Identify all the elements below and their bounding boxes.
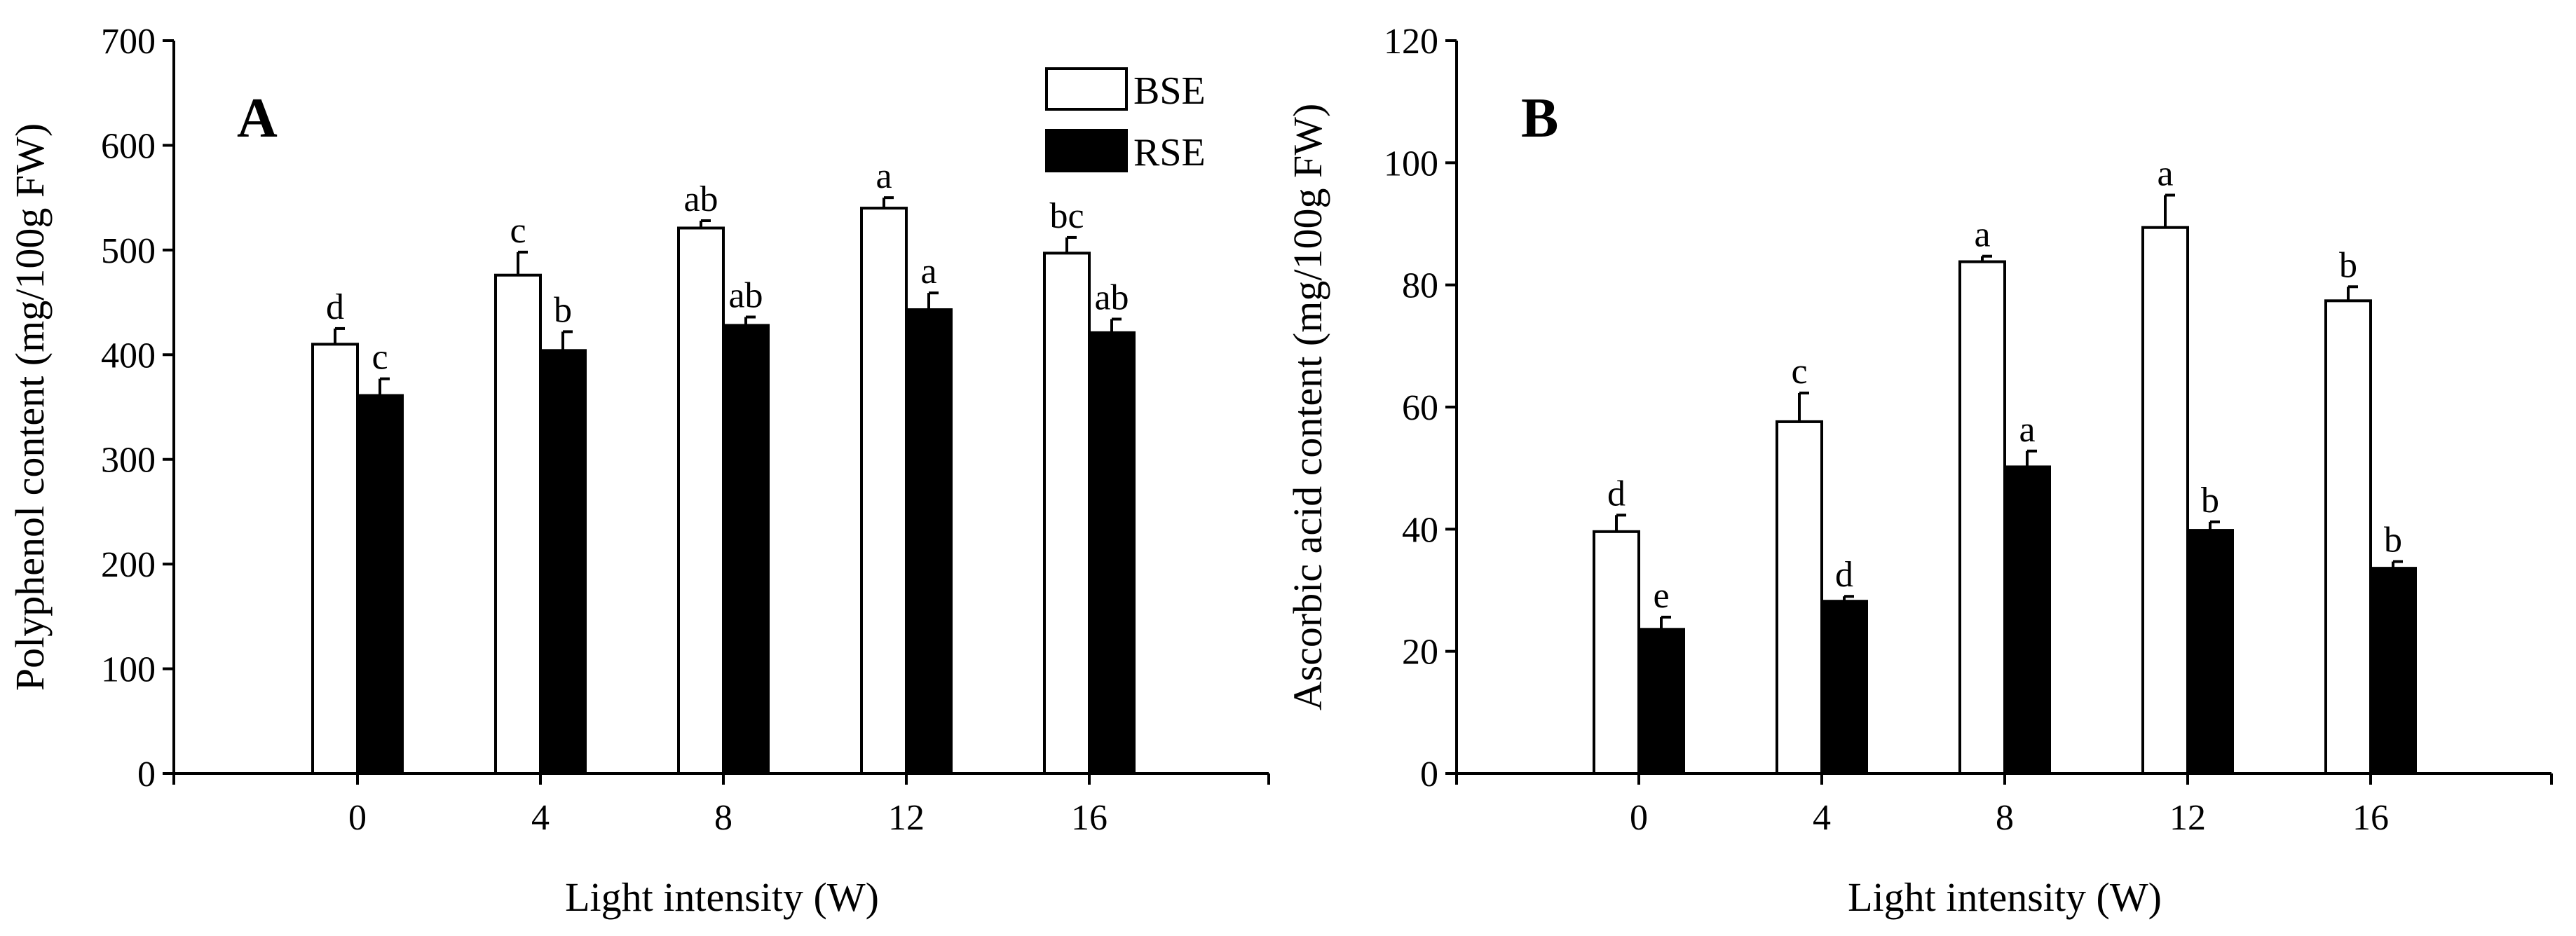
- y-tick-label-a: 700: [101, 22, 156, 62]
- significance-label-rse-a: ab: [1094, 277, 1129, 317]
- y-tick-label-b: 120: [1384, 22, 1438, 62]
- y-axis-title-b: Ascorbic acid content (mg/100g FW): [1285, 104, 1330, 711]
- x-tick-label-a: 8: [714, 798, 732, 838]
- y-tick-label-b: 100: [1384, 144, 1438, 184]
- y-tick-label-a: 400: [101, 336, 156, 376]
- x-axis-title-a: Light intensity (W): [565, 874, 879, 920]
- legend-label-bse: BSE: [1133, 69, 1206, 113]
- panel-label-a: A: [237, 88, 278, 149]
- bar-rse-b: [2186, 529, 2234, 775]
- significance-label-rse-b: b: [2201, 481, 2219, 521]
- bar-bse-a: [311, 343, 359, 776]
- panel-label-b: B: [1521, 88, 1558, 149]
- significance-label-rse-b: d: [1835, 555, 1853, 595]
- bar-rse-b: [1637, 628, 1685, 776]
- bar-bse-a: [1043, 252, 1091, 775]
- bar-rse-b: [1820, 600, 1868, 775]
- y-tick-label-b: 40: [1402, 510, 1438, 550]
- y-axis-title-a: Polyphenol content (mg/100g FW): [7, 123, 53, 691]
- bar-bse-b: [1958, 260, 2006, 775]
- y-tick-label-a: 300: [101, 441, 156, 481]
- significance-label-rse-b: e: [1653, 576, 1669, 616]
- significance-label-rse-b: a: [2019, 410, 2035, 450]
- significance-label-bse-a: d: [326, 287, 344, 327]
- bar-rse-a: [1088, 331, 1136, 775]
- x-tick-label-a: 16: [1071, 798, 1108, 838]
- bar-rse-b: [2369, 567, 2417, 775]
- bar-bse-a: [494, 273, 542, 776]
- y-tick-label-a: 100: [101, 650, 156, 690]
- legend-label-rse: RSE: [1133, 131, 1206, 174]
- y-tick-label-a: 500: [101, 231, 156, 271]
- bar-bse-a: [860, 207, 908, 776]
- bar-bse-b: [2324, 299, 2372, 775]
- y-tick-label-a: 600: [101, 126, 156, 166]
- x-axis-title-b: Light intensity (W): [1848, 874, 2162, 920]
- x-tick-label-b: 8: [1996, 798, 2014, 838]
- significance-label-bse-b: a: [2157, 154, 2173, 194]
- x-tick-label-a: 12: [888, 798, 925, 838]
- bar-rse-a: [539, 349, 587, 775]
- chart-panel-b: 0 20 40 60 80 100 120 0 4 8 12 16 d c a a b e d a b b Ascorbic…: [1285, 22, 2553, 920]
- significance-label-rse-b: b: [2384, 521, 2402, 560]
- bar-bse-b: [2141, 226, 2189, 776]
- legend-swatch-rse: [1045, 129, 1128, 172]
- y-tick-label-b: 20: [1402, 633, 1438, 673]
- bar-rse-a: [356, 394, 404, 775]
- x-tick-label-b: 4: [1813, 798, 1831, 838]
- y-tick-label-a: 0: [137, 755, 156, 794]
- bar-rse-b: [2003, 465, 2051, 775]
- significance-label-bse-a: bc: [1049, 196, 1084, 236]
- significance-label-rse-a: a: [920, 252, 936, 291]
- y-tick-label-b: 0: [1420, 755, 1438, 794]
- significance-label-bse-a: a: [875, 156, 892, 196]
- bar-bse-b: [1593, 530, 1640, 775]
- legend-swatch-bse: [1045, 67, 1128, 111]
- x-tick-label-b: 0: [1630, 798, 1648, 838]
- x-tick-label-b: 12: [2169, 798, 2206, 838]
- bar-bse-b: [1776, 420, 1823, 775]
- significance-label-rse-a: c: [372, 338, 388, 378]
- bar-rse-a: [722, 324, 770, 775]
- bar-bse-a: [677, 226, 725, 775]
- bar-rse-a: [905, 308, 953, 775]
- significance-label-bse-b: c: [1791, 352, 1807, 392]
- significance-label-bse-a: c: [510, 211, 526, 251]
- x-tick-label-a: 4: [531, 798, 550, 838]
- significance-label-bse-b: d: [1607, 474, 1626, 514]
- y-tick-label-a: 200: [101, 545, 156, 585]
- x-tick-label-b: 16: [2352, 798, 2389, 838]
- significance-label-bse-b: b: [2339, 245, 2357, 285]
- legend: BSE RSE: [1045, 67, 1206, 174]
- x-tick-label-a: 0: [348, 798, 367, 838]
- significance-label-bse-b: a: [1974, 215, 1990, 255]
- significance-label-rse-a: ab: [728, 275, 763, 315]
- significance-label-rse-a: b: [554, 290, 572, 330]
- y-tick-label-b: 80: [1402, 266, 1438, 306]
- y-tick-label-b: 60: [1402, 388, 1438, 428]
- significance-label-bse-a: ab: [683, 179, 718, 219]
